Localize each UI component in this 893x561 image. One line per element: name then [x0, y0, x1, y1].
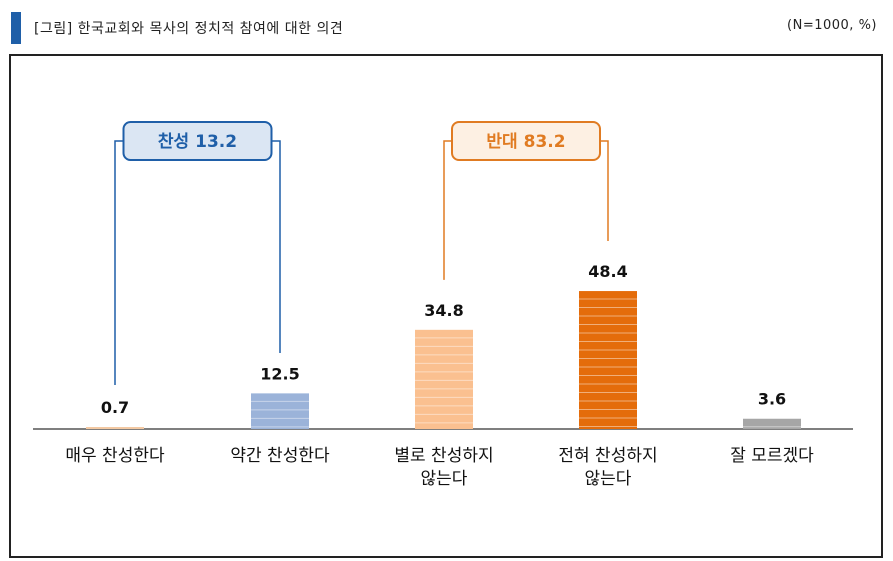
chart-frame — [9, 54, 883, 558]
bar-4 — [743, 418, 801, 429]
category-label-0: 매우 찬성한다 — [65, 446, 165, 466]
data-label-2: 34.8 — [424, 301, 463, 320]
bar-3 — [579, 291, 637, 429]
category-label-2: 않는다 — [421, 469, 468, 489]
title-accent-bar — [11, 12, 21, 44]
category-label-1: 약간 찬성한다 — [230, 446, 330, 466]
figure-title: [그림] 한국교회와 목사의 정치적 참여에 대한 의견 — [34, 21, 344, 37]
data-label-3: 48.4 — [588, 262, 627, 281]
category-label-3: 전혀 찬성하지 — [558, 446, 657, 466]
bracket-right-1 — [600, 140, 609, 242]
bar-0 — [86, 427, 144, 429]
bracket-left-1 — [443, 140, 452, 280]
category-label-2: 별로 찬성하지 — [394, 446, 493, 466]
data-label-0: 0.7 — [101, 398, 129, 417]
bracket-right-0 — [271, 140, 281, 353]
data-label-4: 3.6 — [758, 390, 786, 409]
group-label-box-0 — [122, 121, 273, 161]
category-label-4: 잘 모르겠다 — [730, 446, 814, 466]
sample-note: (N=1000, %) — [787, 18, 877, 33]
figure-title-bar: [그림] 한국교회와 목사의 정치적 참여에 대한 의견 (N=1000, %) — [8, 10, 885, 44]
group-label-1: 반대 83.2 — [486, 132, 565, 152]
bar-1 — [251, 393, 309, 429]
bracket-left-0 — [114, 140, 124, 385]
category-label-3: 않는다 — [585, 469, 632, 489]
bar-2 — [415, 329, 473, 429]
group-label-box-1 — [451, 121, 601, 161]
group-label-0: 찬성 13.2 — [158, 132, 237, 152]
data-label-1: 12.5 — [260, 364, 299, 383]
